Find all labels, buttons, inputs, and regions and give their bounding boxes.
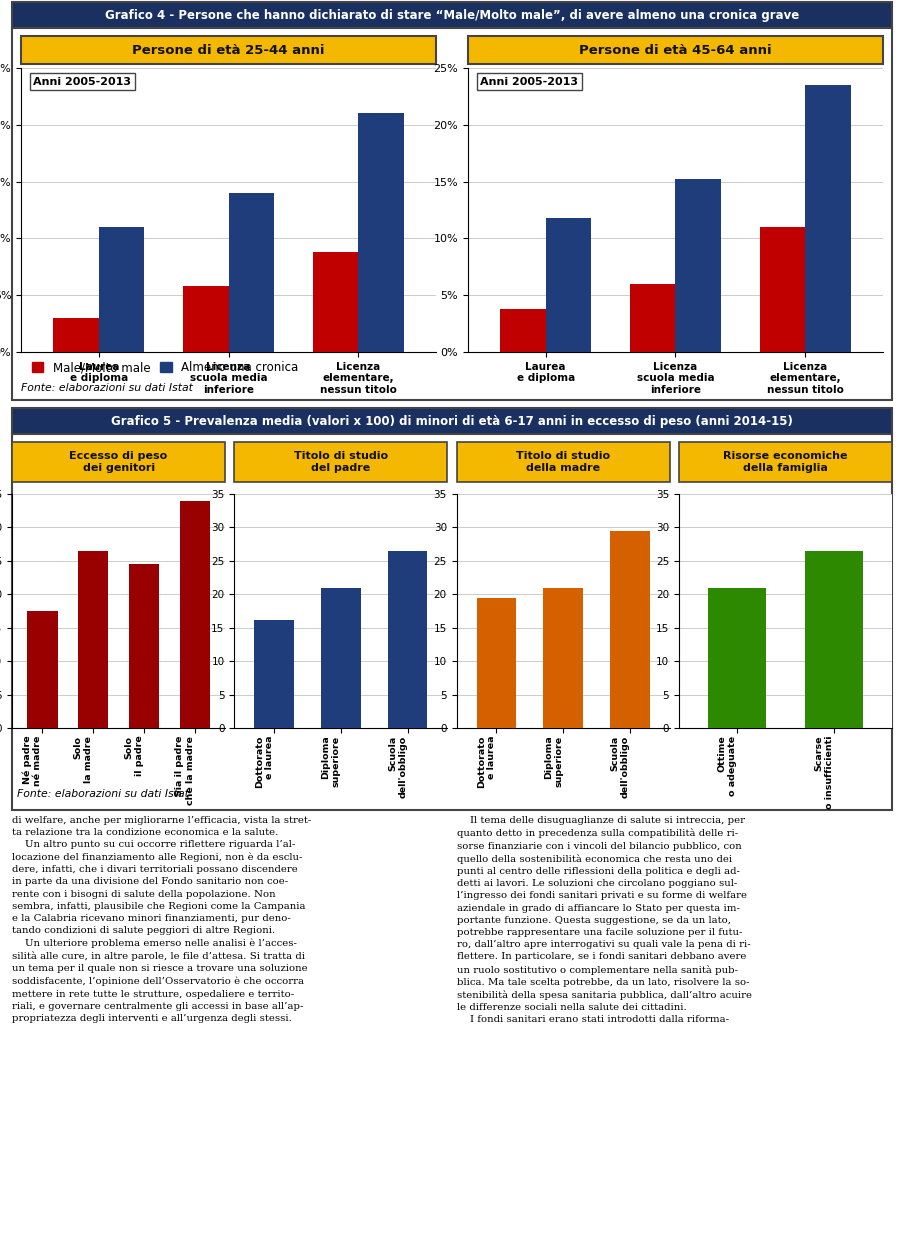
Text: Fonte: elaborazioni su dati Istat: Fonte: elaborazioni su dati Istat <box>16 789 188 799</box>
Text: Fonte: elaborazioni su dati Istat: Fonte: elaborazioni su dati Istat <box>21 383 192 393</box>
Bar <box>228 193 274 352</box>
Bar <box>128 565 159 728</box>
Bar <box>254 620 293 728</box>
Bar <box>180 500 209 728</box>
Text: Il tema delle disuguaglianze di salute si intreccia, per
quanto detto in precede: Il tema delle disuguaglianze di salute s… <box>456 816 750 1024</box>
Bar <box>387 551 427 728</box>
Bar <box>358 113 404 352</box>
Bar <box>78 551 108 728</box>
Bar <box>804 551 862 728</box>
Bar <box>805 85 850 352</box>
Bar <box>27 611 58 728</box>
Text: Anni 2005-2013: Anni 2005-2013 <box>33 77 131 87</box>
Text: Eccesso di peso
dei genitori: Eccesso di peso dei genitori <box>70 452 168 473</box>
Text: Persone di età 45-64 anni: Persone di età 45-64 anni <box>579 44 771 56</box>
Bar <box>675 179 720 352</box>
Bar <box>543 587 582 728</box>
Text: Grafico 4 - Persone che hanno dichiarato di stare “Male/Molto male”, di avere al: Grafico 4 - Persone che hanno dichiarato… <box>105 9 798 21</box>
Text: Risorse economiche
della famiglia: Risorse economiche della famiglia <box>722 452 847 473</box>
Bar <box>183 286 228 352</box>
Bar <box>707 587 765 728</box>
Text: di welfare, anche per migliorarne l’efficacia, vista la stret-
ta relazione tra : di welfare, anche per migliorarne l’effi… <box>12 816 311 1023</box>
Text: Titolo di studio
della madre: Titolo di studio della madre <box>516 452 610 473</box>
Bar <box>476 597 516 728</box>
Text: Titolo di studio
del padre: Titolo di studio del padre <box>293 452 387 473</box>
Bar <box>312 253 358 352</box>
Bar <box>98 228 144 352</box>
Text: Anni 2005-2013: Anni 2005-2013 <box>479 77 578 87</box>
Text: Grafico 5 - Prevalenza media (valori x 100) di minori di età 6-17 anni in eccess: Grafico 5 - Prevalenza media (valori x 1… <box>111 414 792 428</box>
Bar <box>321 587 360 728</box>
Bar <box>629 284 675 352</box>
Bar <box>53 318 98 352</box>
Bar <box>545 218 591 352</box>
Bar <box>610 531 649 728</box>
Text: Persone di età 25-44 anni: Persone di età 25-44 anni <box>132 44 324 56</box>
Bar <box>759 228 805 352</box>
Legend: Male/Molto male, Almeno una cronica: Male/Molto male, Almeno una cronica <box>27 357 303 379</box>
Bar <box>499 309 545 352</box>
